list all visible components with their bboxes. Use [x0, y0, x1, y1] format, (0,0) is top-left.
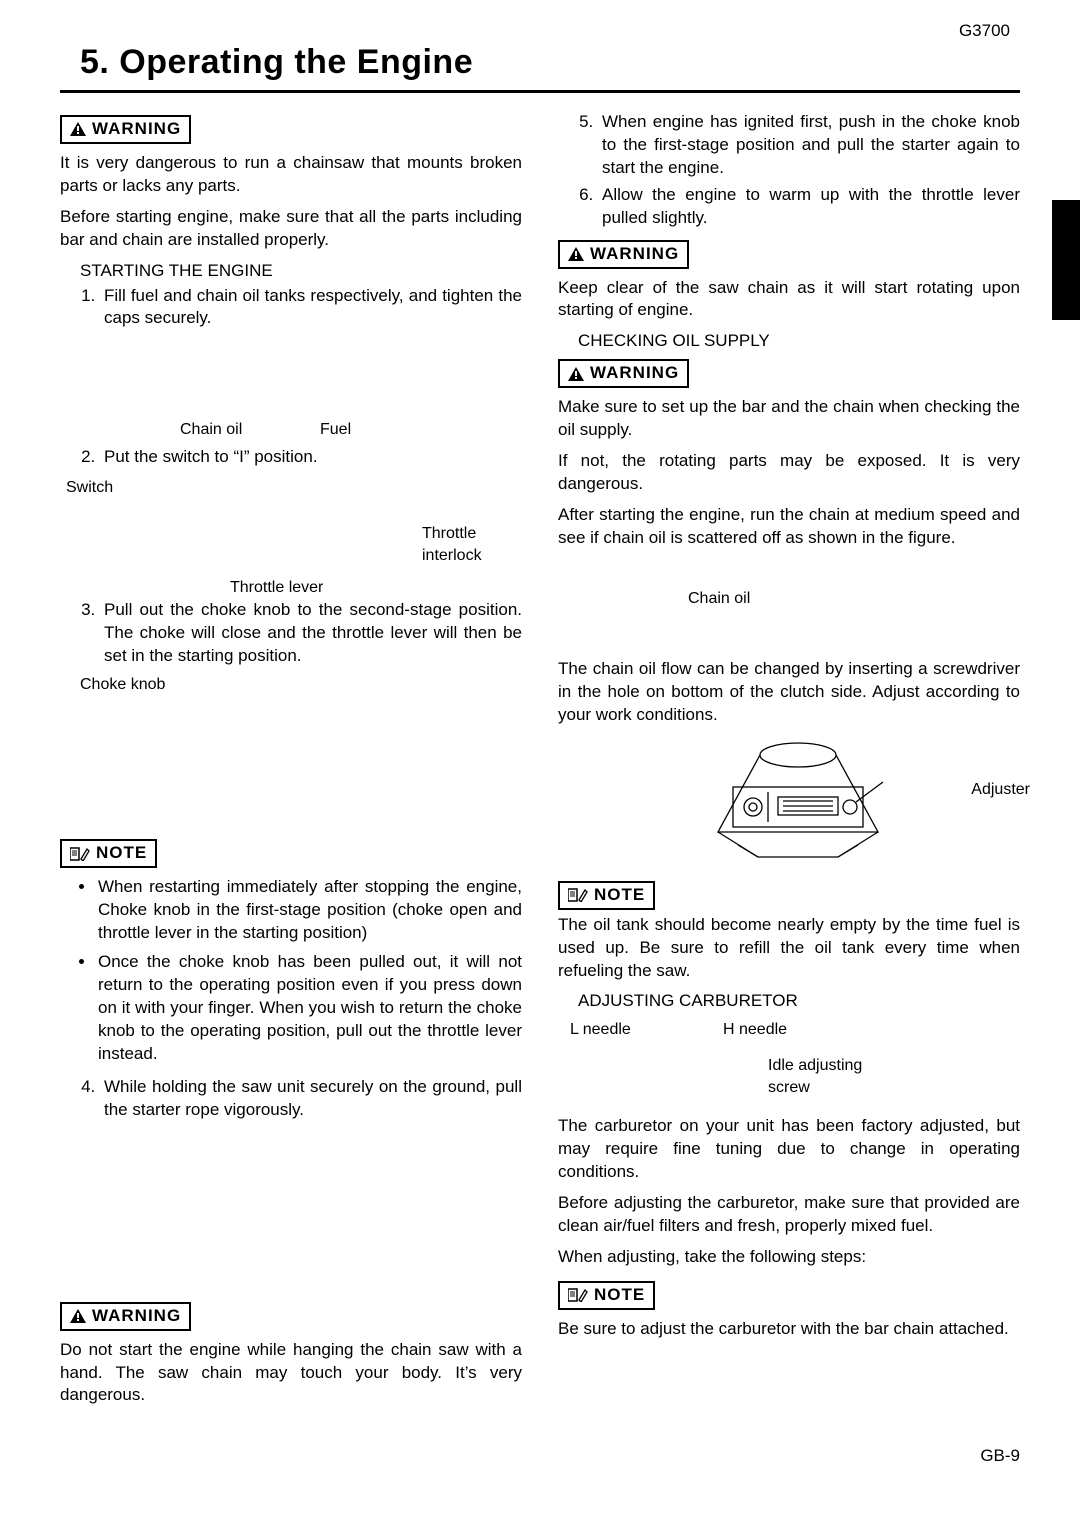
step-item: When engine has ignited first, push in t…: [598, 111, 1020, 180]
step-list: When engine has ignited first, push in t…: [558, 111, 1020, 230]
figure-label: Throttle lever: [230, 577, 323, 599]
note-box: NOTE: [60, 839, 157, 868]
warning-box: WARNING: [558, 359, 689, 388]
section-tab: [1052, 200, 1080, 320]
figure-label: Chain oil: [688, 588, 750, 610]
figure-placeholder: Chain oil: [558, 558, 1020, 618]
figure-label: Switch: [66, 477, 522, 499]
figure-placeholder: Throttle interlock Throttle lever: [60, 499, 522, 599]
note-icon: [568, 888, 588, 902]
body-text: When adjusting, take the following steps…: [558, 1246, 1020, 1269]
note-label: NOTE: [594, 1284, 645, 1307]
note-text: The oil tank should become nearly empty …: [558, 914, 1020, 983]
figure-label: L needle: [570, 1019, 631, 1041]
warning-label: WARNING: [590, 362, 679, 385]
warning-text: Keep clear of the saw chain as it will s…: [558, 277, 1020, 323]
step-item: While holding the saw unit securely on t…: [100, 1076, 522, 1122]
page-title: 5. Operating the Engine: [60, 30, 1020, 93]
warning-box: WARNING: [60, 1302, 191, 1331]
note-label: NOTE: [594, 884, 645, 907]
figure-label: Chain oil: [180, 419, 242, 441]
body-text: The carburetor on your unit has been fac…: [558, 1115, 1020, 1184]
body-text: Before adjusting the carburetor, make su…: [558, 1192, 1020, 1238]
body-text: After starting the engine, run the chain…: [558, 504, 1020, 550]
warning-label: WARNING: [92, 118, 181, 141]
right-column: When engine has ignited first, push in t…: [558, 111, 1020, 1416]
warning-triangle-icon: [568, 367, 584, 381]
body-text: The chain oil flow can be changed by ins…: [558, 658, 1020, 727]
figure-placeholder: [558, 618, 1020, 658]
warning-label: WARNING: [590, 243, 679, 266]
warning-box: WARNING: [60, 115, 191, 144]
note-text: Be sure to adjust the carburetor with th…: [558, 1318, 1020, 1341]
warning-label: WARNING: [92, 1305, 181, 1328]
figure-placeholder: [60, 695, 522, 835]
note-icon: [70, 847, 90, 861]
step-item: Pull out the choke knob to the second-st…: [100, 599, 522, 668]
adjuster-figure: Adjuster: [558, 737, 1020, 877]
left-column: WARNING It is very dangerous to run a ch…: [60, 111, 522, 1416]
note-box: NOTE: [558, 1281, 655, 1310]
warning-text: Before starting engine, make sure that a…: [60, 206, 522, 252]
warning-text: If not, the rotating parts may be expose…: [558, 450, 1020, 496]
warning-triangle-icon: [568, 247, 584, 261]
figure-label: Choke knob: [80, 674, 522, 696]
figure-label: Idle adjusting screw: [768, 1055, 878, 1098]
step-list: Put the switch to “I” position.: [60, 446, 522, 469]
figure-placeholder: L needle H needle Idle adjusting screw: [558, 1015, 1020, 1115]
warning-triangle-icon: [70, 1309, 86, 1323]
page-number: GB-9: [60, 1445, 1020, 1468]
note-item: When restarting immediately after stoppi…: [96, 876, 522, 945]
step-item: Put the switch to “I” position.: [100, 446, 522, 469]
warning-text: Make sure to set up the bar and the chai…: [558, 396, 1020, 442]
note-icon: [568, 1288, 588, 1302]
note-box: NOTE: [558, 881, 655, 910]
figure-placeholder: Chain oil Fuel: [60, 336, 522, 446]
document-id: G3700: [959, 20, 1010, 43]
note-list: When restarting immediately after stoppi…: [60, 876, 522, 1066]
figure-label: Fuel: [320, 419, 351, 441]
figure-label: Throttle interlock: [422, 523, 492, 566]
warning-box: WARNING: [558, 240, 689, 269]
warning-triangle-icon: [70, 122, 86, 136]
step-item: Fill fuel and chain oil tanks respective…: [100, 285, 522, 331]
figure-label: H needle: [723, 1019, 787, 1041]
figure-placeholder: [60, 1128, 522, 1298]
figure-label: Adjuster: [971, 779, 1030, 801]
section-heading: ADJUSTING CARBURETOR: [578, 990, 1020, 1013]
section-heading: CHECKING OIL SUPPLY: [578, 330, 1020, 353]
step-list: While holding the saw unit securely on t…: [60, 1076, 522, 1122]
step-list: Pull out the choke knob to the second-st…: [60, 599, 522, 668]
section-heading: STARTING THE ENGINE: [80, 260, 522, 283]
content-columns: WARNING It is very dangerous to run a ch…: [60, 111, 1020, 1416]
warning-text: It is very dangerous to run a chainsaw t…: [60, 152, 522, 198]
step-item: Allow the engine to warm up with the thr…: [598, 184, 1020, 230]
note-label: NOTE: [96, 842, 147, 865]
adjuster-illustration-icon: [678, 737, 918, 874]
warning-text: Do not start the engine while hanging th…: [60, 1339, 522, 1408]
step-list: Fill fuel and chain oil tanks respective…: [60, 285, 522, 331]
note-item: Once the choke knob has been pulled out,…: [96, 951, 522, 1066]
